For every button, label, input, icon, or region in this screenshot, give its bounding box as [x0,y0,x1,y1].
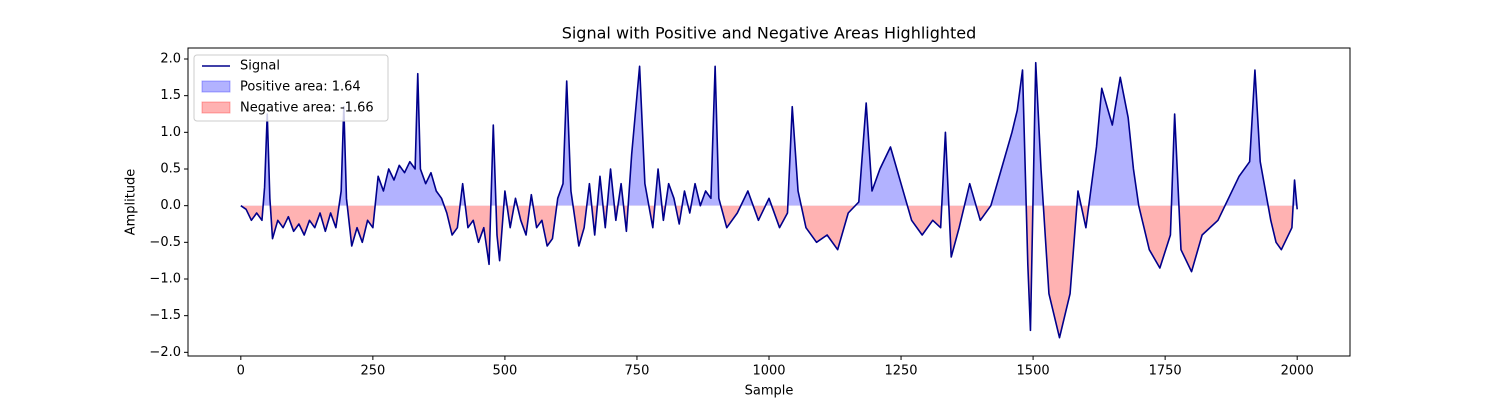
y-tick-label: −2.0 [149,345,181,360]
y-tick-label: −1.0 [149,272,181,287]
legend-swatch [201,101,231,114]
legend-label: Positive area: 1.64 [240,80,361,95]
legend-box [193,54,389,122]
x-tick-label: 500 [492,364,517,379]
y-tick-label: 0.0 [160,198,181,213]
y-axis-label: Amplitude [124,169,139,236]
legend-label: Signal [240,59,280,74]
y-tick-label: 1.0 [160,125,181,140]
x-tick-label: 0 [237,364,245,379]
x-tick-label: 1250 [884,364,917,379]
plot-frame [187,47,1351,357]
legend-label: Negative area: -1.66 [240,101,374,116]
signal-line [240,61,1298,339]
y-tick-label: 2.0 [160,52,181,67]
x-tick-label: 1000 [752,364,785,379]
x-tick-label: 1750 [1149,364,1182,379]
chart-title: Signal with Positive and Negative Areas … [562,24,977,43]
x-tick-label: 2000 [1281,364,1314,379]
negative-area [240,205,1298,338]
x-tick-label: 750 [625,364,650,379]
legend-swatch [201,80,231,93]
y-tick-label: 1.5 [160,88,181,103]
x-tick-label: 250 [360,364,385,379]
positive-area [263,62,1297,206]
x-axis-label: Sample [745,384,794,399]
y-tick-label: 0.5 [160,162,181,177]
y-tick-label: −0.5 [149,235,181,250]
y-tick-label: −1.5 [149,308,181,323]
x-tick-label: 1500 [1017,364,1050,379]
